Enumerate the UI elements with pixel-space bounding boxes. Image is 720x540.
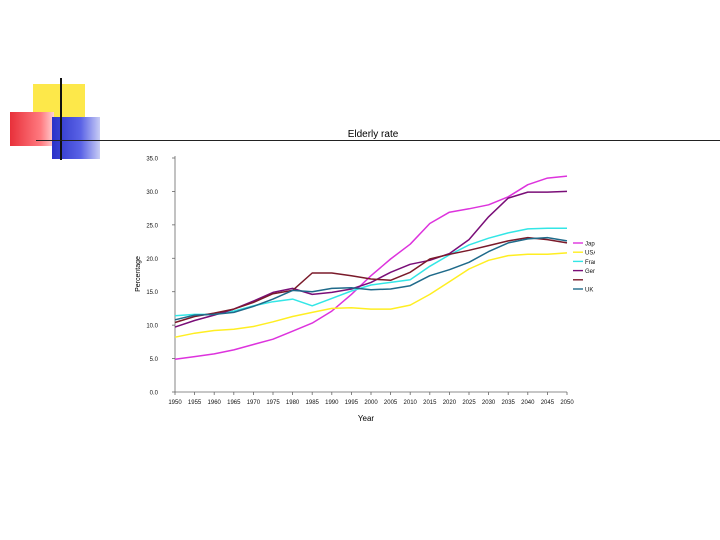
legend-label: UK	[585, 287, 593, 293]
legend-label: Japan	[585, 241, 595, 247]
x-tick-label: 1990	[325, 400, 339, 406]
x-axis-label: Year	[358, 414, 375, 423]
y-tick-label: 30.0	[146, 190, 158, 196]
x-tick-label: 1970	[247, 400, 261, 406]
x-tick-label: 2020	[443, 400, 457, 406]
y-axis-label: Percentage	[135, 256, 142, 292]
decor-horizontal-rule	[36, 140, 720, 141]
x-tick-label: 2015	[423, 400, 437, 406]
x-tick-label: 1955	[188, 400, 202, 406]
legend-label: Germany	[585, 269, 595, 275]
y-tick-label: 20.0	[146, 257, 158, 263]
series-line-uk	[174, 236, 568, 321]
series-line-japan	[174, 175, 568, 360]
x-tick-label: 2025	[462, 400, 476, 406]
x-tick-label: 1965	[227, 400, 241, 406]
y-tick-label: 35.0	[146, 157, 158, 163]
series-line-germany	[174, 190, 568, 328]
x-tick-label: 2050	[560, 400, 574, 406]
x-tick-label: 2005	[384, 400, 398, 406]
decor-vertical-rule	[60, 78, 62, 160]
x-tick-label: 2000	[364, 400, 378, 406]
x-tick-label: 2040	[521, 400, 535, 406]
x-tick-label: 1975	[266, 400, 280, 406]
series-line-unlabeled	[174, 236, 568, 324]
y-tick-label: 5.0	[150, 357, 159, 363]
x-tick-label: 1950	[168, 400, 182, 406]
y-tick-label: 15.0	[146, 290, 158, 296]
series-line-france	[174, 227, 567, 317]
series-line-usa	[174, 252, 568, 338]
series-lines	[174, 175, 568, 360]
chart-title: Elderly rate	[348, 129, 399, 140]
y-tick-label: 10.0	[146, 324, 158, 330]
axes: 0.0 5.0 10.0 15.0 20.0 25.0 30.0 35.0 1950 1955 19…	[146, 156, 574, 406]
x-tick-label: 1980	[286, 400, 300, 406]
x-tick-label: 2035	[502, 400, 516, 406]
elderly-rate-chart: Elderly rate Percentage Year 0.0 5.0 10.0 1…	[125, 124, 610, 424]
x-tick-label: 1985	[306, 400, 320, 406]
x-tick-label: 2010	[404, 400, 418, 406]
legend: Japan USA France Germany UK	[568, 234, 610, 300]
y-tick-label: 25.0	[146, 223, 158, 229]
x-tick-label: 2030	[482, 400, 496, 406]
chart-svg: Elderly rate Percentage Year 0.0 5.0 10.0 1…	[135, 129, 610, 423]
legend-label: France	[585, 260, 595, 266]
x-tick-label: 2045	[541, 400, 555, 406]
legend-label: USA	[585, 251, 595, 257]
x-tick-label: 1995	[345, 400, 359, 406]
y-tick-label: 0.0	[150, 391, 159, 397]
x-tick-label: 1960	[208, 400, 222, 406]
